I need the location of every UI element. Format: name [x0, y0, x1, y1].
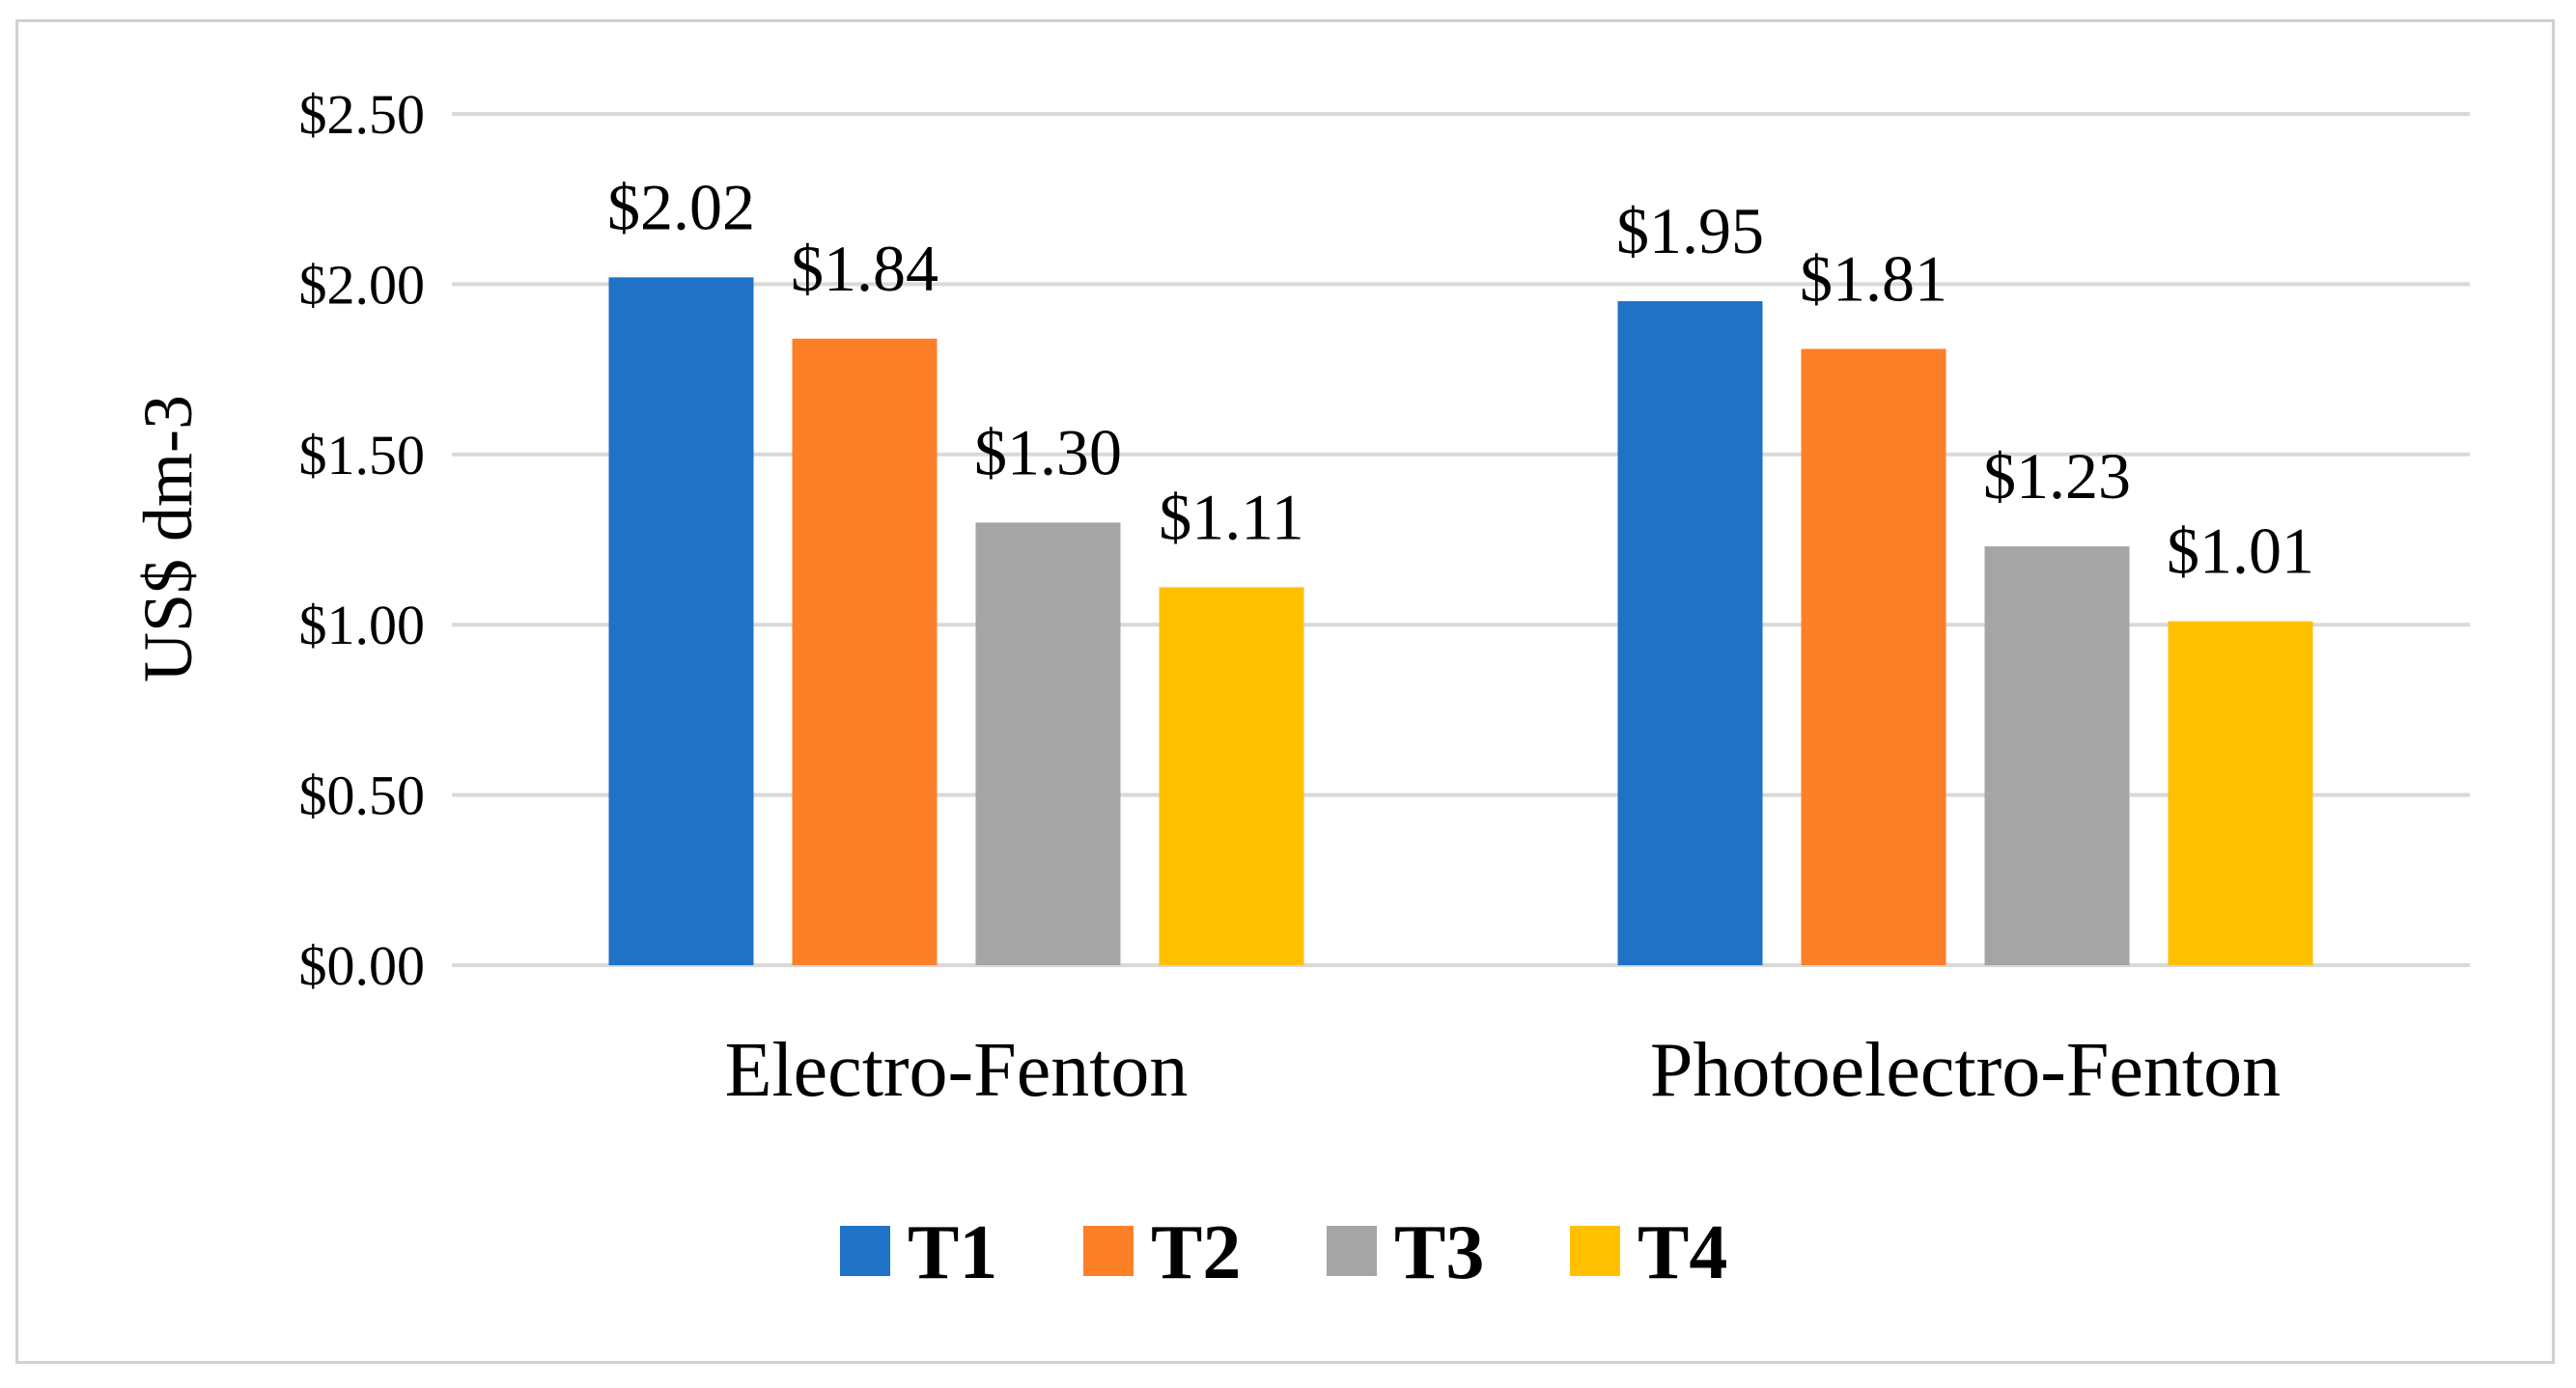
legend-swatch-t3	[1327, 1226, 1377, 1276]
bar-t1	[608, 277, 754, 965]
category-label: Photoelectro-Fenton	[1650, 1028, 2281, 1113]
y-tick-label: $2.50	[299, 83, 426, 146]
data-label: $1.11	[1159, 480, 1303, 553]
bar-t2	[1801, 348, 1946, 965]
y-tick-label: $2.00	[299, 253, 426, 316]
bar-t3	[975, 522, 1121, 965]
y-tick-label: $1.50	[299, 424, 426, 486]
data-label: $2.02	[607, 170, 755, 243]
y-tick-label: $0.50	[299, 764, 426, 827]
legend-label: T4	[1638, 1210, 1727, 1295]
legend-swatch-t4	[1570, 1226, 1620, 1276]
legend-swatch-t2	[1083, 1226, 1134, 1276]
data-label: $1.23	[1983, 439, 2131, 513]
bar-t4	[1159, 587, 1304, 965]
category-label: Electro-Fenton	[725, 1028, 1189, 1113]
data-label: $1.95	[1616, 194, 1764, 267]
legend-label: T3	[1394, 1210, 1484, 1295]
y-tick-label: $1.00	[299, 594, 426, 656]
legend-swatch-t1	[840, 1226, 890, 1276]
bar-t1	[1617, 301, 1763, 965]
bar-t2	[792, 338, 938, 965]
y-axis-label: US$ dm-3	[129, 395, 207, 682]
data-label: $1.84	[791, 232, 938, 305]
y-tick-label: $0.00	[299, 934, 426, 997]
data-label: $1.81	[1800, 241, 1947, 315]
data-label: $1.01	[2167, 514, 2314, 588]
bar-t3	[1984, 546, 2130, 965]
legend-label: T1	[908, 1210, 997, 1295]
bar-t4	[2168, 621, 2313, 965]
data-label: $1.30	[974, 415, 1122, 488]
legend-label: T2	[1151, 1210, 1241, 1295]
